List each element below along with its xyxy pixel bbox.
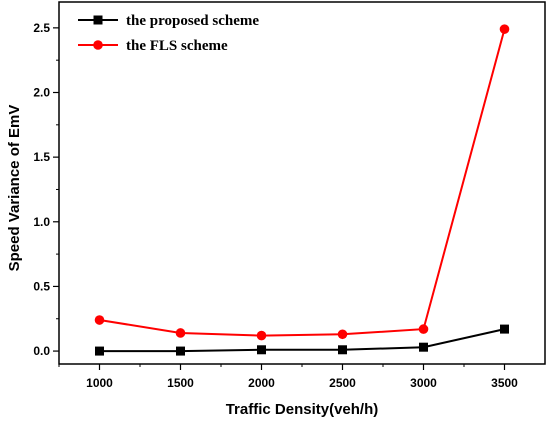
series-0 <box>95 324 509 356</box>
y-tick-label: 1.0 <box>33 215 50 229</box>
plot-area <box>94 24 510 356</box>
data-point <box>338 345 347 355</box>
data-point <box>500 324 509 334</box>
series-1 <box>94 24 510 341</box>
legend-label: the proposed scheme <box>126 13 259 29</box>
series-line <box>99 328 505 353</box>
series-line <box>99 28 506 337</box>
y-axis-ticks: 0.0 0.5 1.0 1.5 2.0 2.5 <box>33 21 59 358</box>
data-point <box>499 24 510 34</box>
axes <box>58 1 546 365</box>
data-point <box>337 329 348 340</box>
x-tick-label: 2500 <box>329 376 356 390</box>
y-tick-label: 2.0 <box>33 86 50 100</box>
y-tick-label: 1.5 <box>33 150 50 164</box>
x-tick-label: 3500 <box>491 376 518 390</box>
legend-marker <box>93 40 103 50</box>
x-tick-label: 1000 <box>86 376 113 390</box>
x-tick-label: 1500 <box>167 376 194 390</box>
data-point <box>176 346 185 356</box>
y-axis-title: Speed Variance of EmV <box>6 105 23 272</box>
legend: the proposed scheme the FLS scheme <box>78 13 259 54</box>
data-point <box>175 328 186 338</box>
x-axis-ticks: 1000 1500 2000 2500 3000 3500 <box>58 364 518 390</box>
y-tick-label: 0.5 <box>33 279 50 293</box>
data-point <box>257 345 266 355</box>
x-axis-title: Traffic Density(veh/h) <box>226 401 379 418</box>
legend-marker <box>93 15 103 25</box>
x-tick-label: 3000 <box>410 376 437 390</box>
y-tick-label: 0.0 <box>33 344 50 358</box>
data-point <box>256 330 267 341</box>
data-point <box>419 342 428 352</box>
plot-frame <box>58 1 546 365</box>
data-point <box>418 324 429 334</box>
x-tick-label: 2000 <box>248 376 275 390</box>
data-point <box>94 315 105 325</box>
y-tick-label: 2.5 <box>33 21 50 35</box>
legend-label: the FLS scheme <box>126 38 228 54</box>
data-point <box>95 346 104 356</box>
